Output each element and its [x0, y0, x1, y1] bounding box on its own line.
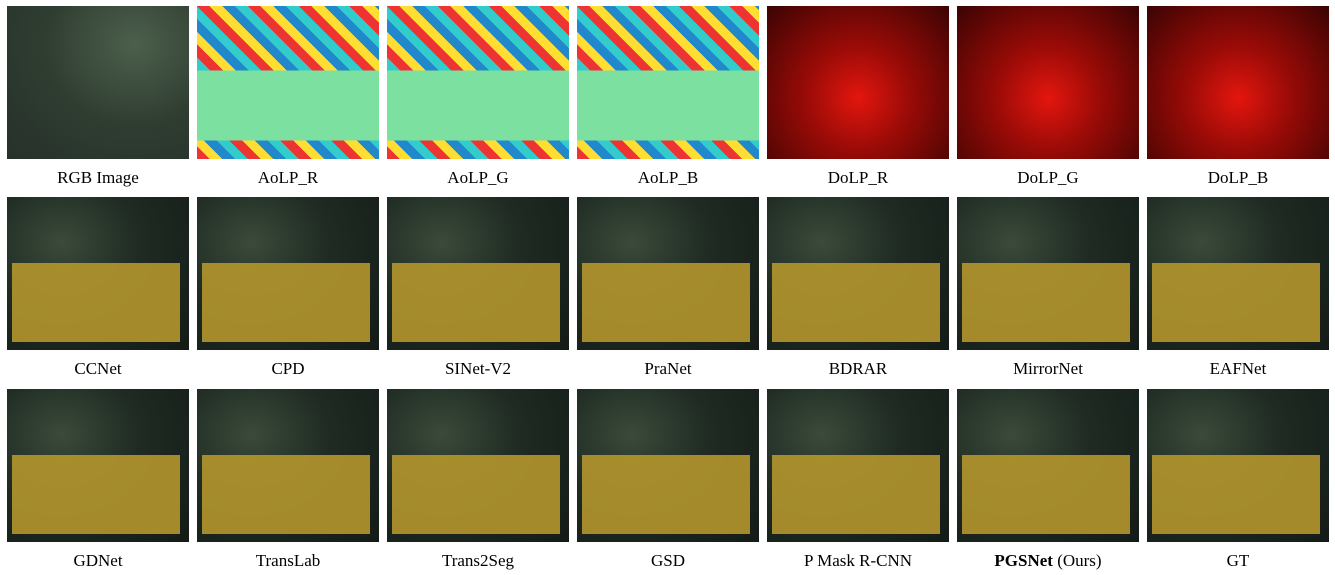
mask-overlay — [582, 455, 749, 535]
image — [767, 389, 949, 542]
caption: GDNet — [7, 551, 189, 571]
caption: CCNet — [7, 359, 189, 379]
caption: AoLP_B — [577, 168, 759, 188]
mask-overlay — [1152, 263, 1319, 343]
mask-overlay — [392, 263, 559, 343]
image — [1147, 389, 1329, 542]
mask-overlay — [1152, 455, 1319, 535]
caption: TransLab — [197, 551, 379, 571]
image — [387, 389, 569, 542]
image — [577, 6, 759, 159]
mask-overlay — [772, 263, 939, 343]
image — [577, 389, 759, 542]
image — [957, 197, 1139, 350]
image — [387, 6, 569, 159]
image — [957, 6, 1139, 159]
image — [767, 197, 949, 350]
image — [7, 389, 189, 542]
caption: PGSNet (Ours) — [957, 551, 1139, 571]
caption: DoLP_G — [957, 168, 1139, 188]
caption: AoLP_R — [197, 168, 379, 188]
caption: CPD — [197, 359, 379, 379]
caption: GSD — [577, 551, 759, 571]
mask-overlay — [772, 455, 939, 535]
mask-overlay — [202, 263, 369, 343]
image — [767, 6, 949, 159]
caption: EAFNet — [1147, 359, 1329, 379]
image — [577, 197, 759, 350]
mask-overlay — [12, 455, 179, 535]
caption: AoLP_G — [387, 168, 569, 188]
caption: Trans2Seg — [387, 551, 569, 571]
image — [197, 6, 379, 159]
image — [7, 197, 189, 350]
image — [1147, 197, 1329, 350]
image — [197, 389, 379, 542]
mask-overlay — [202, 455, 369, 535]
figure: RGB Image AoLP_R AoLP_G AoLP_B DoLP_R DoLP_G D… — [0, 0, 1335, 575]
caption: PraNet — [577, 359, 759, 379]
caption: MirrorNet — [957, 359, 1139, 379]
image — [387, 197, 569, 350]
caption-bold: PGSNet — [994, 551, 1053, 570]
caption: P Mask R-CNN — [767, 551, 949, 571]
mask-overlay — [962, 455, 1129, 535]
mask-overlay — [12, 263, 179, 343]
caption: DoLP_R — [767, 168, 949, 188]
caption: BDRAR — [767, 359, 949, 379]
mask-overlay — [582, 263, 749, 343]
mask-overlay — [962, 263, 1129, 343]
caption: SINet-V2 — [387, 359, 569, 379]
image — [7, 6, 189, 159]
caption: DoLP_B — [1147, 168, 1329, 188]
mask-overlay — [392, 455, 559, 535]
caption-text: (Ours) — [1057, 551, 1101, 570]
caption: RGB Image — [7, 168, 189, 188]
image — [197, 197, 379, 350]
image — [1147, 6, 1329, 159]
caption: GT — [1147, 551, 1329, 571]
image — [957, 389, 1139, 542]
